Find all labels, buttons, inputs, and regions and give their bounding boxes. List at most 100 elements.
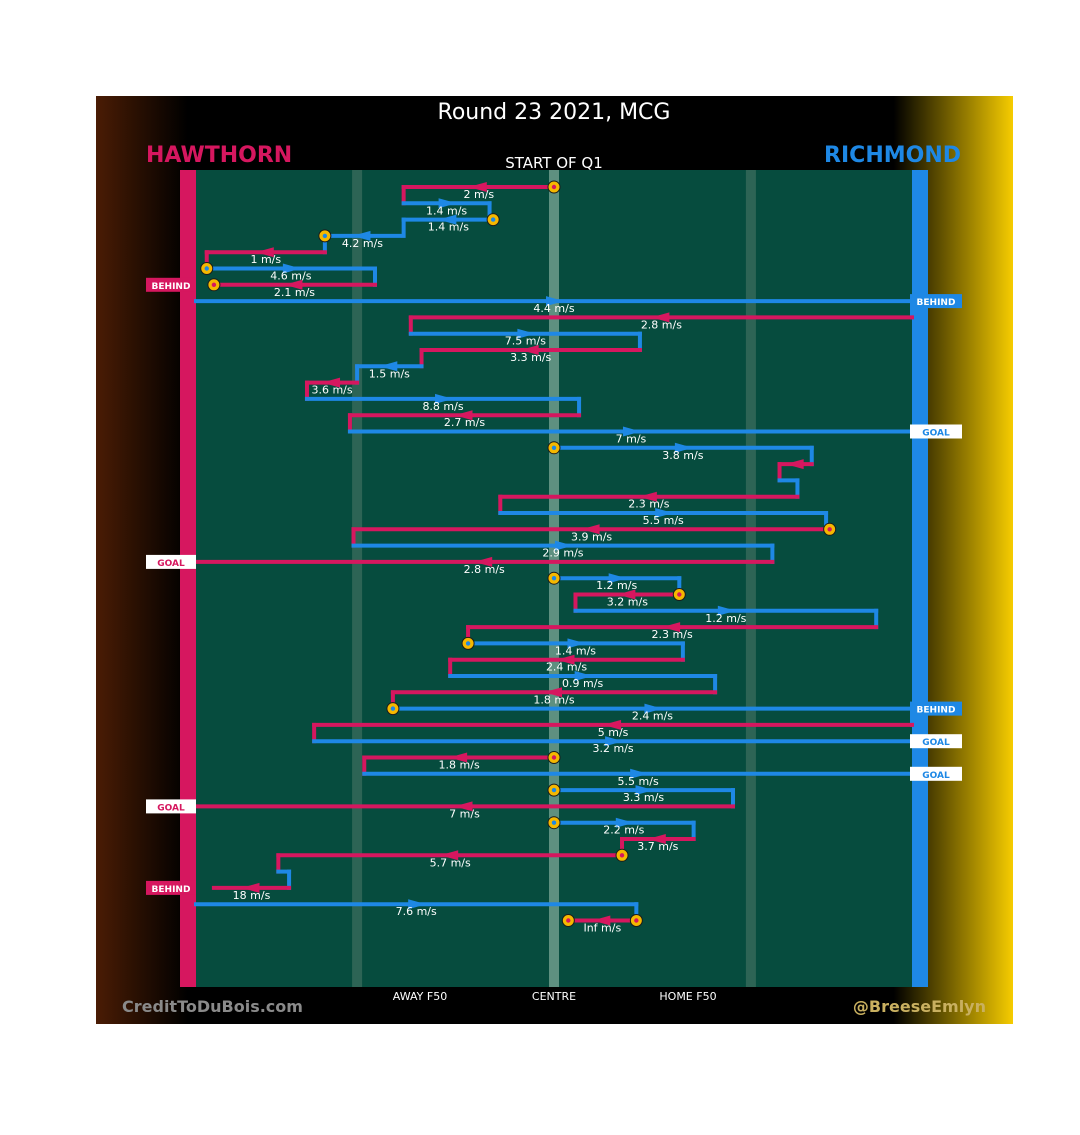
speed-label-41: 5.7 m/s xyxy=(430,856,471,869)
speed-label-28: 1.4 m/s xyxy=(555,644,596,657)
zone-band-0 xyxy=(352,170,363,987)
credit-right: @BreeseEmlyn xyxy=(853,997,986,1016)
chain-arrow-26 xyxy=(717,605,736,616)
result-badge-label-43: BEHIND xyxy=(152,885,191,895)
chain-arrow-3 xyxy=(352,230,371,241)
chain-arrow-34 xyxy=(605,736,624,747)
chain-arrow-25 xyxy=(617,589,636,600)
speed-label-30: 0.9 m/s xyxy=(562,677,603,690)
chain-arrow-15 xyxy=(622,426,641,437)
result-badge-label-38: GOAL xyxy=(157,803,185,813)
chain-arrow-45 xyxy=(592,915,611,926)
speed-label-25: 3.2 m/s xyxy=(607,596,648,609)
axis-label-away: AWAY F50 xyxy=(393,990,447,1003)
event-marker-dot-21-start xyxy=(827,527,832,532)
result-badge-label-6: BEHIND xyxy=(152,282,191,292)
result-badge-6 xyxy=(146,277,196,292)
chain-arrow-40 xyxy=(647,834,666,844)
speed-label-11: 1.5 m/s xyxy=(369,367,410,380)
event-marker-dot-45-end xyxy=(566,918,571,923)
chain-arrow-14 xyxy=(454,410,473,421)
chain-arrow-22 xyxy=(554,540,573,551)
chain-arrow-11 xyxy=(379,361,398,372)
speed-label-29: 2.4 m/s xyxy=(546,661,587,674)
result-badges: BEHIND BEHIND GOAL GOAL BEHIND GOAL GOAL GOAL BE… xyxy=(146,180,962,927)
speed-label-0: 2 m/s xyxy=(463,188,494,201)
result-badge-label-34: GOAL xyxy=(922,738,950,748)
speed-label-20: 5.5 m/s xyxy=(643,514,684,527)
event-marker-dot-41-start xyxy=(619,853,625,858)
chain-arrow-7 xyxy=(546,296,564,307)
chain-arrow-5 xyxy=(282,263,301,274)
result-badge-32 xyxy=(910,701,962,716)
chart-subtitle: START OF Q1 xyxy=(505,154,603,172)
speed-label-7: 4.4 m/s xyxy=(533,302,574,315)
chain-arrow-23 xyxy=(474,556,493,567)
result-badge-label-7: BEHIND xyxy=(917,298,956,308)
speed-label-24: 1.2 m/s xyxy=(596,579,637,592)
chain-arrow-21 xyxy=(581,524,600,535)
speed-labels: 2 m/s 1.4 m/s 1.4 m/s 4.2 m/s 1 m/s 4.6 m/s 2.… xyxy=(233,188,747,935)
speed-label-15: 7 m/s xyxy=(616,433,647,446)
speed-label-39: 2.2 m/s xyxy=(603,824,644,837)
speed-label-1: 1.4 m/s xyxy=(426,204,467,217)
speed-label-3: 4.2 m/s xyxy=(342,237,383,250)
chart-title: Round 23 2021, MCG xyxy=(438,100,671,125)
axis-label-centre: CENTRE xyxy=(532,990,576,1003)
event-marker-dot-16-start xyxy=(551,445,557,450)
chain-arrow-16 xyxy=(674,442,693,453)
chain-arrow-1 xyxy=(438,198,457,209)
result-badge-23 xyxy=(146,554,196,569)
chain-arrow-31 xyxy=(544,687,562,698)
event-marker-dot-25-start xyxy=(677,592,682,597)
speed-label-13: 8.8 m/s xyxy=(422,400,463,413)
chain-arrow-35 xyxy=(449,752,468,763)
result-badge-15 xyxy=(910,424,962,439)
event-marker-dot-37-start xyxy=(551,787,557,793)
speed-label-38: 7 m/s xyxy=(449,807,480,820)
speed-label-33: 5 m/s xyxy=(598,726,629,739)
event-marker-dot-2-start xyxy=(490,217,496,222)
speed-label-23: 2.8 m/s xyxy=(464,563,505,576)
chain-arrow-36 xyxy=(630,768,649,779)
event-marker-dot-5-start xyxy=(204,266,209,271)
chain-arrow-12 xyxy=(322,377,341,388)
chain-arrow-37 xyxy=(635,785,654,796)
chain-arrow-0 xyxy=(468,182,487,192)
chain-arrow-8 xyxy=(651,312,670,323)
event-marker-dot-28-start xyxy=(465,641,471,646)
speed-label-45: Inf m/s xyxy=(583,922,621,935)
chain-arrow-30 xyxy=(574,671,593,681)
speed-label-26: 1.2 m/s xyxy=(705,612,746,625)
right-team-name: RICHMOND xyxy=(824,143,961,168)
speed-label-4: 1 m/s xyxy=(250,253,281,266)
team-bars xyxy=(180,170,928,987)
result-badge-38 xyxy=(146,799,196,814)
speed-label-2: 1.4 m/s xyxy=(428,221,469,234)
chain-arrow-9 xyxy=(517,328,536,339)
result-badge-label-15: GOAL xyxy=(922,429,950,439)
chain-arrow-24 xyxy=(608,573,627,584)
speed-label-12: 3.6 m/s xyxy=(311,384,352,397)
chain-arrow-38 xyxy=(454,801,473,812)
possession-chains xyxy=(194,182,914,926)
chain-arrow-4 xyxy=(255,247,274,258)
chain-arrow-10 xyxy=(520,345,539,355)
result-badge-label-23: GOAL xyxy=(157,559,185,569)
speed-label-21: 3.9 m/s xyxy=(571,530,612,543)
chain-arrow-29 xyxy=(556,654,575,665)
speed-label-5: 4.6 m/s xyxy=(270,270,311,283)
event-marker-dot-45-start xyxy=(634,918,639,923)
speed-label-40: 3.7 m/s xyxy=(637,840,678,853)
result-badge-43 xyxy=(146,880,196,895)
speed-label-16: 3.8 m/s xyxy=(662,449,703,462)
speed-label-44: 7.6 m/s xyxy=(396,905,437,918)
chain-arrow-33 xyxy=(603,719,622,730)
axis-label-home: HOME F50 xyxy=(659,990,716,1003)
speed-label-9: 7.5 m/s xyxy=(505,335,546,348)
speed-label-36: 5.5 m/s xyxy=(618,775,659,788)
event-marker-dot-35-start xyxy=(551,755,557,760)
credit-left: CreditToDuBois.com xyxy=(122,997,303,1016)
speed-label-32: 2.4 m/s xyxy=(632,710,673,723)
chain-arrow-39 xyxy=(615,817,634,828)
